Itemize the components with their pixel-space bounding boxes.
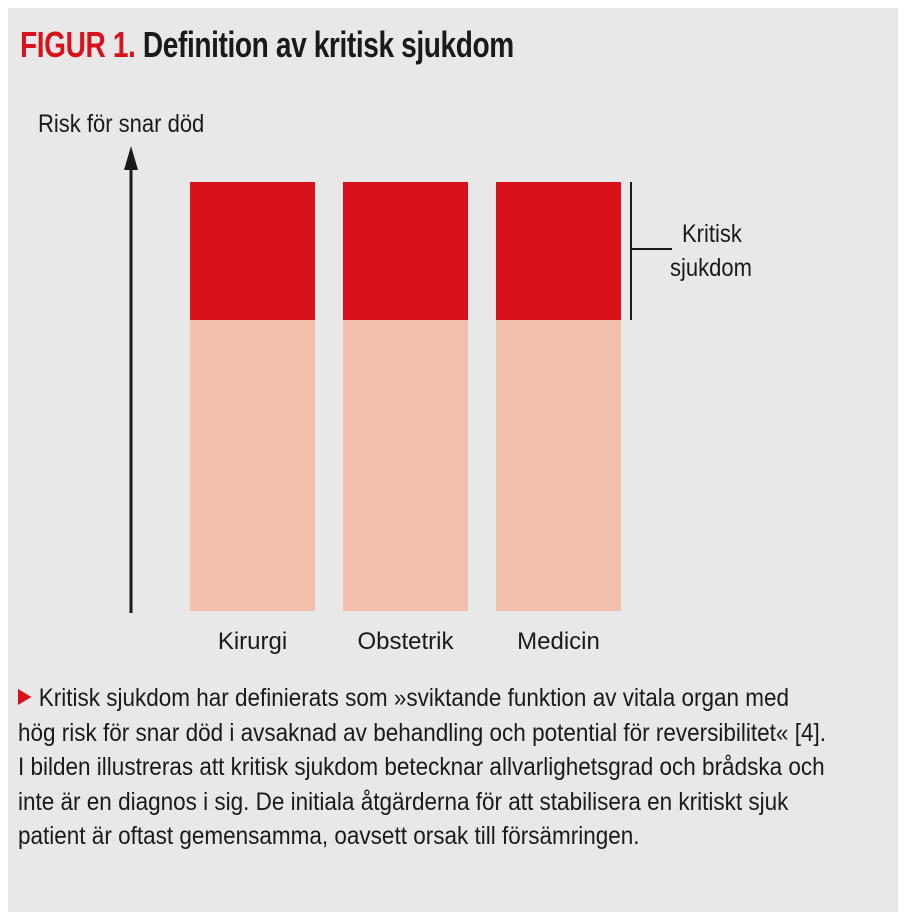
- bar-kirurgi-critical: [190, 182, 315, 320]
- bar-obstetrik-critical: [343, 182, 468, 320]
- bracket-label-1: Kritisk: [682, 220, 742, 248]
- caption: Kritisk sjukdom har definierats som »svi…: [18, 681, 828, 854]
- arrow-head-icon: [124, 146, 138, 170]
- caption-text: Kritisk sjukdom har definierats som »svi…: [18, 684, 826, 850]
- triangle-bullet-icon: [18, 689, 32, 705]
- bar-medicin-critical: [496, 182, 621, 320]
- figure-panel: FIGUR 1. Definition av kritisk sjukdom R…: [8, 8, 898, 912]
- axis-arrow: [124, 146, 672, 613]
- figure-title-text: Definition av kritisk sjukdom: [142, 24, 514, 65]
- category-label: Obstetrik: [357, 628, 454, 655]
- category-label: Kirurgi: [217, 628, 288, 655]
- bracket-label-2: sjukdom: [670, 254, 752, 282]
- figure-number: FIGUR 1.: [20, 24, 136, 65]
- bar-obstetrik-base: [343, 320, 468, 611]
- category-label: Medicin: [517, 628, 600, 655]
- figure-title: FIGUR 1. Definition av kritisk sjukdom: [20, 24, 514, 66]
- y-axis-label: Risk för snar död: [38, 110, 205, 138]
- bar-medicin-base: [496, 320, 621, 611]
- bar-kirurgi-base: [190, 320, 315, 611]
